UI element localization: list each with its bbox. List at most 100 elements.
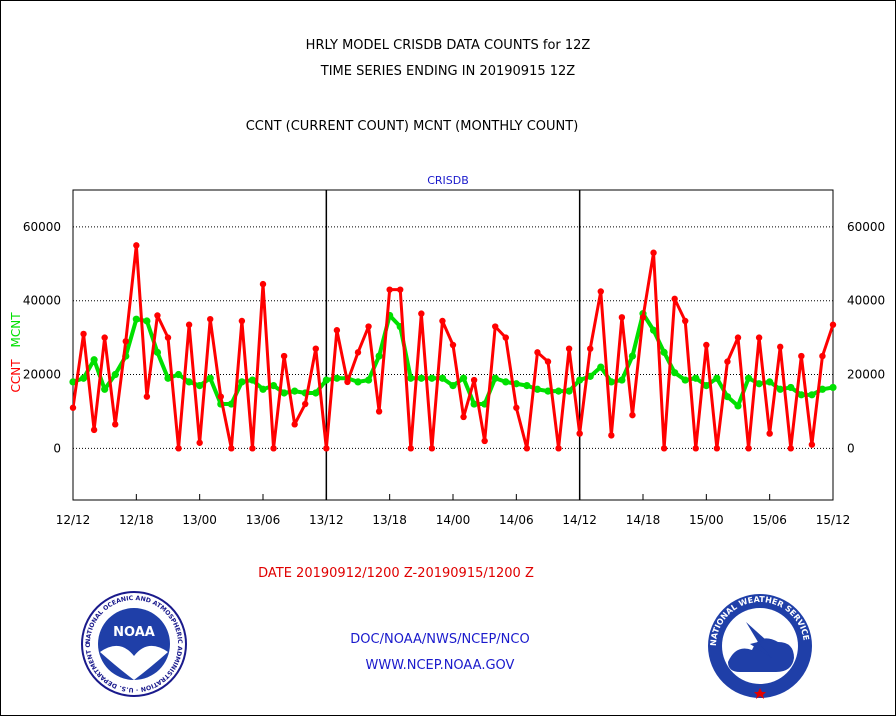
ccnt-point [449,341,457,349]
x-tick-label: 15/12 [816,513,851,527]
x-tick-label: 14/18 [626,513,661,527]
nws-logo: NATIONAL WEATHER SERVICE [708,594,812,699]
mcnt-point [797,391,805,399]
ccnt-point [798,352,805,360]
ccnt-point [333,327,341,334]
mcnt-point [755,380,763,388]
ccnt-point [523,445,531,452]
ccnt-point [745,445,752,452]
mcnt-point [280,389,288,397]
mcnt-point [671,369,679,377]
ccnt-point [122,338,129,345]
mcnt-point [470,400,478,408]
ccnt-point [312,345,319,352]
mcnt-point [174,370,183,379]
mcnt-point [185,378,193,386]
mcnt-point [459,374,468,382]
ccnt-point [492,323,499,330]
chart-subtitle: CCNT (CURRENT COUNT) MCNT (MONTHLY COUNT… [245,119,579,134]
ccnt-point [724,358,731,365]
mcnt-point [111,370,119,379]
ccnt-point [618,314,626,321]
ccnt-point [259,280,267,288]
x-tick-label: 13/00 [182,513,217,527]
ccnt-point [143,393,151,400]
ccnt-point [597,288,604,295]
ccnt-point [513,404,520,411]
mcnt-point [227,400,235,408]
y-tick-label-left: 60000 [23,220,61,234]
mcnt-point [417,374,425,382]
y-tick-label-left: 40000 [23,294,61,308]
mcnt-point [449,381,457,390]
mcnt-point [291,387,299,395]
chart-title-line-2: TIME SERIES ENDING IN 20190915 12Z [320,64,576,79]
ccnt-point [249,445,256,452]
y-axis-label-mcnt: MCNT [9,312,23,348]
org-line: DOC/NOAA/NWS/NCEP/NCO [350,632,530,647]
mcnt-point [766,378,774,386]
mcnt-point [428,374,436,382]
mcnt-point [491,374,499,382]
mcnt-point [238,378,246,386]
mcnt-point [829,383,837,392]
ccnt-point [650,249,657,256]
ccnt-point [428,445,436,452]
mcnt-point [723,393,732,401]
noaa-logo-text: NOAA [113,625,155,640]
mcnt-point [576,376,584,384]
mcnt-point [597,363,605,371]
mcnt-point [206,374,214,382]
x-tick-label: 12/12 [56,513,91,527]
ccnt-point [481,437,488,445]
ccnt-point [808,441,816,448]
ccnt-point [660,445,668,452]
noaa-logo: NATIONAL OCEANIC AND ATMOSPHERIC ADMINIS… [80,590,187,697]
ccnt-point [90,426,98,434]
ccnt-point [270,445,277,452]
mcnt-point [776,385,784,393]
x-tick-label: 15/00 [689,513,724,527]
mcnt-point [512,380,520,388]
ccnt-point [534,349,541,356]
ccnt-point [228,445,235,452]
ccnt-point [112,421,119,428]
ccnt-point [639,314,647,321]
mcnt-point [248,376,257,384]
ccnt-point [80,330,87,338]
x-tick-label: 12/18 [119,513,154,527]
mcnt-point [269,381,278,390]
mcnt-point [544,387,552,395]
ccnt-point [576,430,583,437]
mcnt-point [79,374,88,382]
mcnt-point [375,352,383,360]
ccnt-point [280,352,288,360]
mcnt-point [787,383,795,392]
ccnt-point [196,439,203,446]
mcnt-point [322,376,330,384]
ccnt-point [302,400,309,408]
ccnt-point [460,413,467,421]
ccnt-point [692,445,699,452]
mcnt-point [692,374,700,382]
mcnt-point [818,385,827,393]
ccnt-point [133,242,140,249]
mcnt-point [438,374,447,382]
ccnt-point [365,323,372,330]
y-tick-label-left: 0 [53,441,61,455]
ccnt-point [69,404,77,411]
y-axis-label-ccnt: CCNT [9,359,23,393]
y-tick-label-left: 20000 [23,368,61,382]
ccnt-point [829,321,837,328]
x-tick-label: 13/12 [309,513,344,527]
mcnt-point [164,374,172,382]
x-tick-label: 13/18 [372,513,407,527]
ccnt-point [819,352,826,360]
mcnt-point [132,315,140,323]
ccnt-point [397,286,404,293]
mcnt-point [533,385,542,393]
ccnt-point [682,317,689,325]
mcnt-point [713,374,721,382]
x-tick-label: 14/06 [499,513,534,527]
ccnt-point [502,334,509,341]
